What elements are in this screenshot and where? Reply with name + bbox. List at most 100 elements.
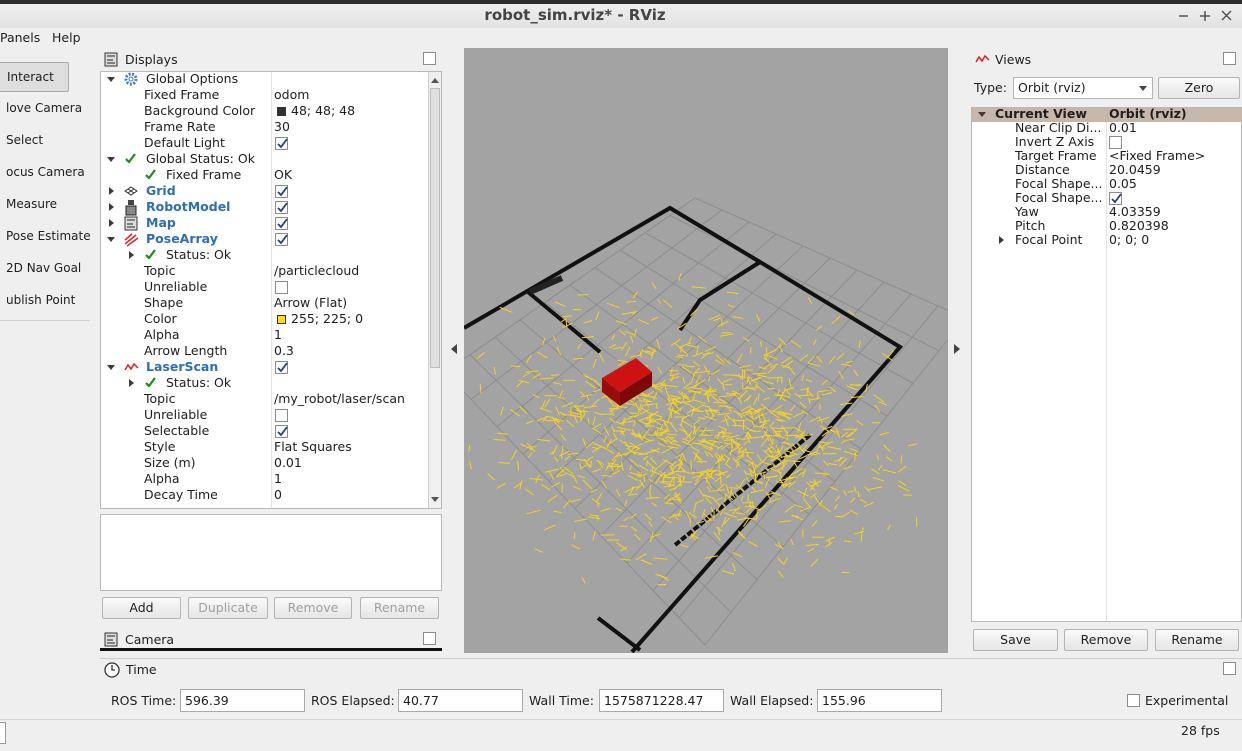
particle-arrow <box>755 481 764 483</box>
particle-arrow <box>638 400 653 403</box>
particle-arrow <box>557 396 565 400</box>
tool-button[interactable]: Select <box>0 126 69 156</box>
particle-arrow <box>838 371 844 380</box>
menu-item[interactable]: Panels <box>0 30 41 45</box>
grid-line <box>544 302 810 515</box>
map-lines <box>127 219 135 228</box>
particle-arrow <box>553 421 563 431</box>
particle-arrow <box>639 464 649 472</box>
menu-item[interactable]: Help <box>52 30 81 45</box>
particle-arrow <box>778 394 791 398</box>
checkbox[interactable] <box>275 217 288 230</box>
particle-arrow <box>615 452 629 458</box>
tool-button[interactable]: Interact <box>0 62 69 92</box>
grid-line <box>469 354 732 613</box>
particle-arrow <box>558 390 564 399</box>
particle-arrow <box>616 542 627 551</box>
particle-arrow <box>756 454 762 462</box>
tool-button[interactable]: 2D Nav Goal <box>0 254 81 284</box>
particle-arrow <box>686 408 695 414</box>
button[interactable]: Save <box>973 629 1058 651</box>
particle-arrow <box>613 430 624 432</box>
particle-arrow <box>691 472 704 474</box>
particle-arrow <box>665 472 675 476</box>
particle-arrow <box>633 420 636 427</box>
checkbox[interactable] <box>275 137 288 150</box>
tool-button[interactable]: Pose Estimate <box>0 222 91 252</box>
checkbox[interactable] <box>275 281 288 294</box>
tool-button[interactable]: ublish Point <box>0 286 75 316</box>
particle-arrow <box>545 416 554 418</box>
particle-arrow <box>713 317 722 322</box>
particle-arrow <box>707 486 711 493</box>
particle-arrow <box>527 452 533 459</box>
particle-arrow <box>678 428 686 433</box>
particle-arrow <box>779 345 783 353</box>
particle-arrow <box>674 452 684 459</box>
particle-arrow <box>631 486 641 488</box>
particle-arrow <box>592 358 597 368</box>
particle-arrow <box>810 452 821 456</box>
checkbox[interactable] <box>275 361 288 374</box>
particle-arrow <box>562 315 572 318</box>
checkbox[interactable] <box>1109 136 1122 149</box>
checkbox[interactable] <box>275 425 288 438</box>
particle-arrow <box>678 476 681 483</box>
particle-arrow <box>802 487 808 498</box>
checkbox[interactable] <box>1109 192 1122 205</box>
button[interactable]: Rename <box>1155 629 1239 651</box>
expander <box>129 379 134 387</box>
tool-button[interactable]: Measure <box>0 190 69 220</box>
particle-arrow <box>704 415 716 421</box>
zero-button[interactable]: Zero <box>1158 77 1240 99</box>
row-value: 255; 225; 0 <box>291 311 364 326</box>
particle-arrow <box>556 474 566 478</box>
particle-arrow <box>541 400 546 409</box>
checkbox[interactable] <box>1223 52 1236 65</box>
button[interactable]: Add <box>102 597 181 619</box>
particle-arrow <box>791 514 798 519</box>
type-combo[interactable]: Orbit (rviz) <box>1013 77 1153 99</box>
particle-arrow <box>849 384 861 386</box>
particle-arrow <box>551 481 561 488</box>
particle-arrow <box>681 391 690 399</box>
button: Remove <box>274 597 352 619</box>
particle-arrow <box>801 374 805 381</box>
particle-arrow <box>765 349 777 356</box>
particle-arrow <box>803 498 812 508</box>
close <box>1221 10 1232 21</box>
particle-arrow <box>765 491 772 501</box>
window-title: robot_sim.rviz* - RViz <box>484 6 666 24</box>
checkbox[interactable] <box>275 185 288 198</box>
particle-arrow <box>714 453 720 461</box>
particle-arrow <box>675 356 684 358</box>
status-left-widget <box>0 722 6 744</box>
expander <box>978 112 986 117</box>
time-header <box>100 658 1242 682</box>
button[interactable]: Remove <box>1064 629 1148 651</box>
particle-arrow <box>674 482 682 490</box>
checkbox[interactable] <box>275 409 288 422</box>
checkbox[interactable] <box>275 233 288 246</box>
checkbox[interactable] <box>423 632 436 645</box>
particle-arrow <box>591 423 602 430</box>
particle-arrow <box>657 442 666 447</box>
particle-arrow <box>821 379 828 386</box>
particle-arrow <box>834 456 845 463</box>
particle-arrow <box>579 462 582 469</box>
particle-arrow <box>809 416 820 423</box>
particle-arrow <box>573 532 576 539</box>
tool-button[interactable]: ocus Camera <box>0 158 85 188</box>
particle-arrow <box>554 301 566 307</box>
particle-arrow <box>820 504 831 513</box>
row-label: Global Status: Ok <box>146 151 255 166</box>
checkbox[interactable] <box>1127 694 1140 707</box>
checkbox[interactable] <box>1223 662 1236 675</box>
particle-arrow <box>525 420 534 425</box>
particle-arrow <box>573 476 578 484</box>
particle-arrow <box>681 419 693 428</box>
tool-button[interactable]: love Camera <box>0 94 82 124</box>
checkbox[interactable] <box>275 201 288 214</box>
checkbox[interactable] <box>423 52 436 65</box>
particle-arrow <box>522 372 530 378</box>
